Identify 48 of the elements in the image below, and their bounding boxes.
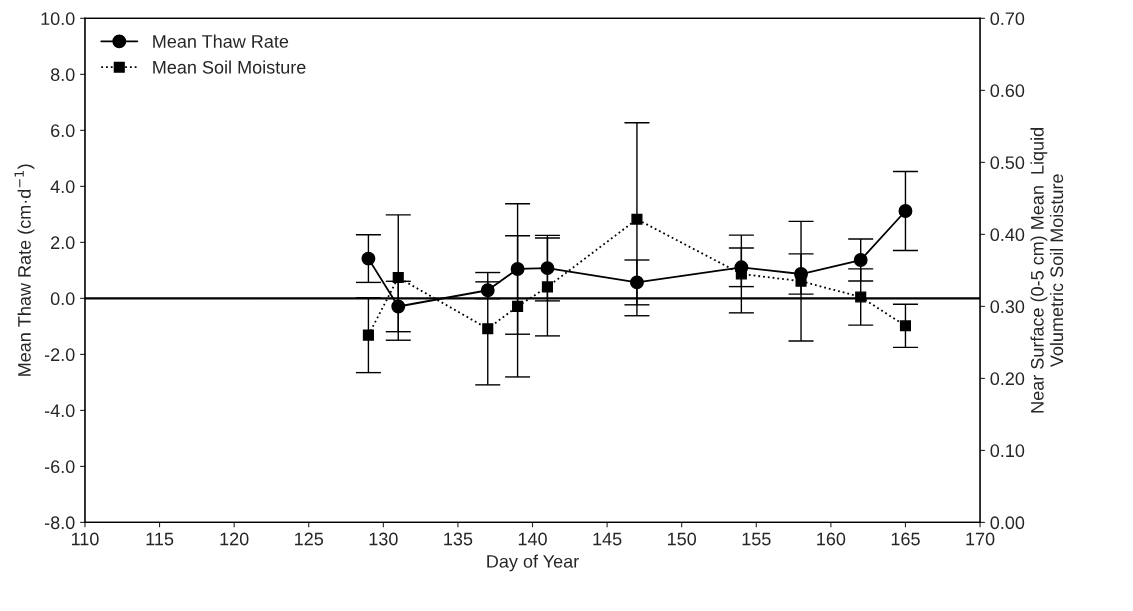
- x-tick-label: 150: [668, 532, 697, 546]
- point: [361, 251, 376, 266]
- point: [512, 300, 524, 312]
- point: [541, 281, 553, 293]
- point: [631, 213, 643, 225]
- legend-label: Mean Thaw Rate: [153, 34, 289, 48]
- y2-tick-label: 0.50: [990, 156, 1025, 170]
- x-axis-title: Day of Year: [487, 554, 579, 572]
- y-tick-label: 4.0: [50, 180, 75, 194]
- point: [392, 272, 404, 284]
- y2-tick-label: 0.70: [990, 12, 1025, 26]
- y-tick-label: 2.0: [51, 236, 75, 250]
- y2-tick-label: 0.60: [990, 84, 1025, 98]
- point: [899, 320, 912, 332]
- x-tick-label: 145: [593, 532, 622, 546]
- y2-tick-label: 0.10: [990, 444, 1025, 458]
- y-tick-label: -6.0: [44, 460, 75, 474]
- point: [362, 329, 374, 341]
- x-tick-label: 130: [369, 532, 398, 546]
- y-tick-label: -2.0: [44, 348, 75, 362]
- y2-tick-label: 0.00: [990, 516, 1025, 530]
- y-tick-label: -8.0: [44, 516, 75, 530]
- x-tick-label: 170: [966, 532, 995, 546]
- legend-label: Mean Soil Moisture: [153, 60, 306, 74]
- point: [510, 262, 525, 276]
- y-tick-label: 10.0: [41, 12, 75, 26]
- x-tick-label: 110: [71, 532, 99, 546]
- point: [853, 253, 868, 267]
- y2-tick-label: 0.40: [990, 228, 1025, 242]
- x-tick-label: 135: [444, 532, 473, 546]
- y-axis-title: Mean Thaw Rate (cm·d$^{−1}$): [14, 164, 35, 376]
- y-tick-label: 6.0: [51, 124, 75, 138]
- x-tick-label: 160: [817, 532, 846, 546]
- y2-tick-label: 0.30: [990, 300, 1025, 314]
- y-tick-label: 8.0: [50, 68, 75, 82]
- point: [898, 204, 913, 218]
- point: [482, 323, 494, 335]
- x-tick-label: 155: [742, 532, 771, 546]
- x-tick-label: 140: [518, 532, 547, 546]
- x-tick-label: 125: [295, 532, 324, 546]
- x-tick-label: 120: [220, 532, 249, 546]
- x-tick-label: 165: [891, 532, 920, 546]
- y-tick-label: 0.0: [50, 292, 75, 306]
- y2-axis-title: Near Surface (0-5 cm) Mean Liquid Volumetric Soil Moisture: [1030, 128, 1064, 413]
- y2-tick-label: 0.20: [990, 372, 1025, 386]
- x-tick-label: 115: [146, 532, 174, 546]
- point: [855, 291, 867, 303]
- y-tick-label: -4.0: [44, 404, 75, 418]
